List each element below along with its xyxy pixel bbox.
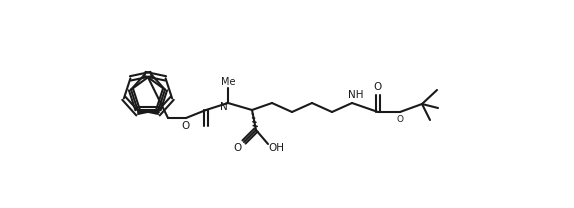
Text: NH: NH bbox=[348, 90, 364, 100]
Text: O: O bbox=[182, 121, 190, 131]
Text: N: N bbox=[220, 102, 228, 112]
Text: OH: OH bbox=[268, 143, 284, 153]
Text: O: O bbox=[397, 115, 404, 125]
Text: O: O bbox=[234, 143, 242, 153]
Text: O: O bbox=[374, 82, 382, 92]
Text: Me: Me bbox=[221, 77, 235, 87]
